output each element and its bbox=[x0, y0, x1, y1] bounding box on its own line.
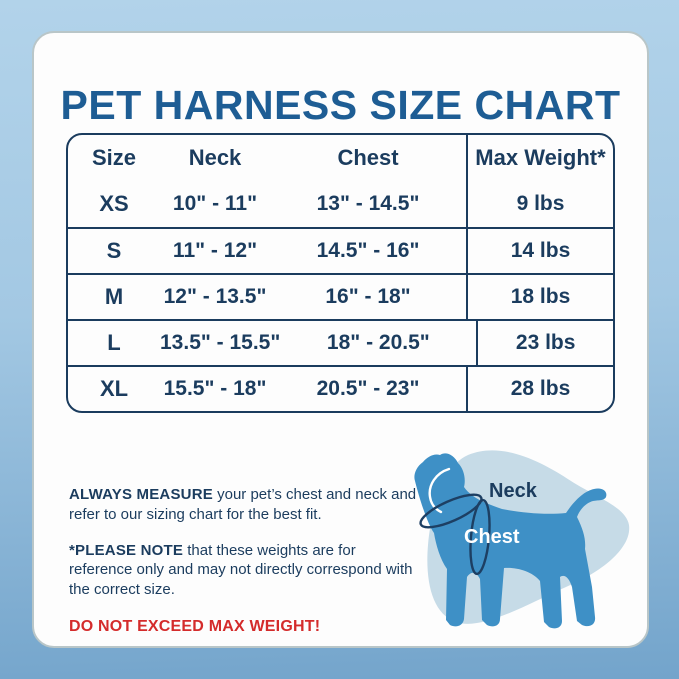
max-weight-warning: DO NOT EXCEED MAX WEIGHT! bbox=[69, 617, 321, 635]
table-row-s: S 11" - 12" 14.5" - 16" 14 lbs bbox=[68, 227, 613, 273]
cell-neck: 11" - 12" bbox=[172, 239, 258, 262]
table-body: XS 10" - 11" 13" - 14.5" 9 lbs S 11" - 1… bbox=[68, 181, 613, 411]
cell-neck: 10" - 11" bbox=[172, 192, 258, 215]
page-title: PET HARNESS SIZE CHART bbox=[60, 82, 621, 128]
note-always-measure: ALWAYS MEASURE your pet’s chest and neck… bbox=[69, 485, 417, 525]
cell-max-weight: 28 lbs bbox=[466, 367, 613, 411]
table-row-m: M 12" - 13.5" 16" - 18" 18 lbs bbox=[68, 273, 613, 319]
cell-size: S bbox=[106, 238, 122, 263]
cell-max-weight: 14 lbs bbox=[466, 229, 613, 273]
header-cell-max-weight: Max Weight* bbox=[466, 135, 613, 181]
note-text: that these weights are for reference onl… bbox=[69, 541, 413, 599]
table-header: Size Neck Chest Max Weight* bbox=[68, 135, 613, 181]
dog-illustration: Neck Chest bbox=[414, 450, 630, 629]
note-lead: *PLEASE NOTE bbox=[69, 541, 184, 559]
cell-neck: 12" - 13.5" bbox=[163, 285, 267, 308]
cell-max-weight: 9 lbs bbox=[466, 181, 613, 227]
size-chart-card: PET HARNESS SIZE CHART Size Neck Chest M… bbox=[32, 31, 649, 648]
table-row-xs: XS 10" - 11" 13" - 14.5" 9 lbs bbox=[68, 181, 613, 227]
cell-max-weight: 23 lbs bbox=[476, 321, 613, 365]
header-cell-neck: Neck bbox=[188, 145, 242, 170]
chest-measure-loop bbox=[469, 498, 491, 576]
cell-chest: 16" - 18" bbox=[325, 285, 411, 308]
sizing-notes: ALWAYS MEASURE your pet’s chest and neck… bbox=[69, 485, 417, 653]
cell-size: XL bbox=[99, 376, 129, 401]
cell-neck: 15.5" - 18" bbox=[163, 377, 267, 400]
cheek-highlight-line bbox=[428, 467, 451, 514]
cell-neck: 13.5" - 15.5" bbox=[160, 331, 281, 354]
dog-measurement-diagram: Neck Chest bbox=[396, 435, 636, 646]
table-row-l: L 13.5" - 15.5" 18" - 20.5" 23 lbs bbox=[68, 319, 613, 365]
neck-measure-loop bbox=[419, 493, 483, 529]
cell-chest: 18" - 20.5" bbox=[326, 331, 430, 354]
cell-size: L bbox=[107, 330, 121, 355]
table-header-row: Size Neck Chest Max Weight* bbox=[68, 135, 613, 181]
note-text: your pet’s chest and neck and refer to o… bbox=[69, 486, 417, 523]
header-cell-size: Size bbox=[91, 145, 137, 170]
cell-chest: 14.5" - 16" bbox=[316, 239, 420, 262]
size-chart-table: Size Neck Chest Max Weight* XS 10" - 11"… bbox=[66, 133, 615, 413]
neck-label: Neck bbox=[489, 480, 538, 502]
note-please-note: *PLEASE NOTE that these weights are for … bbox=[69, 541, 417, 600]
cell-size: XS bbox=[99, 191, 129, 216]
cell-chest: 13" - 14.5" bbox=[316, 192, 420, 215]
header-cell-chest: Chest bbox=[337, 145, 399, 170]
note-lead: ALWAYS MEASURE bbox=[69, 486, 213, 503]
cell-chest: 20.5" - 23" bbox=[316, 377, 420, 400]
cell-max-weight: 18 lbs bbox=[466, 275, 613, 319]
table-row-xl: XL 15.5" - 18" 20.5" - 23" 28 lbs bbox=[68, 365, 613, 411]
chest-label: Chest bbox=[464, 526, 520, 548]
cell-size: M bbox=[104, 284, 124, 309]
